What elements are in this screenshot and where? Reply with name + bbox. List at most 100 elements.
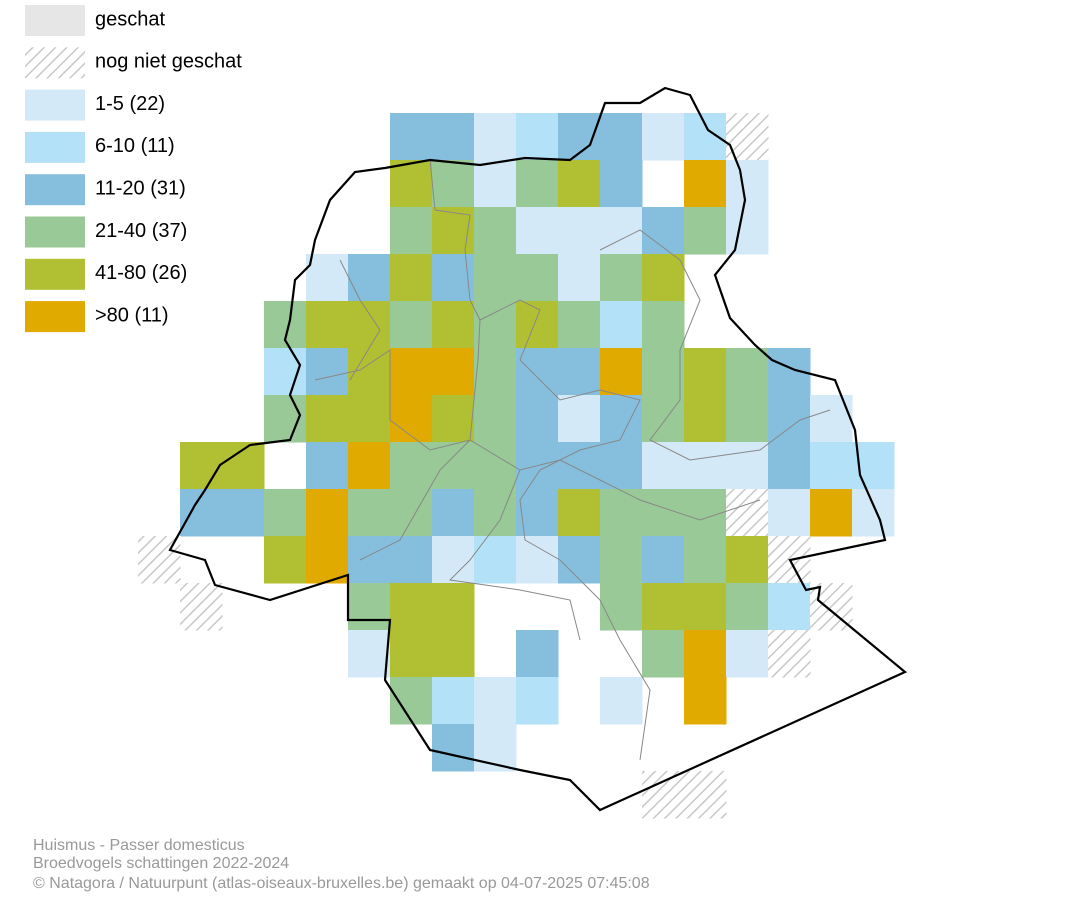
grid-cell — [264, 536, 307, 584]
grid-cell — [432, 348, 475, 396]
grid-cell — [558, 489, 601, 537]
grid-cell — [642, 771, 685, 819]
legend-label: nog niet geschat — [95, 51, 242, 73]
grid-cell — [432, 724, 475, 772]
grid-cell — [474, 489, 517, 537]
grid-cell — [516, 348, 559, 396]
grid-cell — [768, 630, 811, 678]
grid-cell — [474, 348, 517, 396]
grid-cell — [474, 113, 517, 161]
grid-cell — [432, 489, 475, 537]
grid-cell — [600, 301, 643, 349]
grid-cell — [642, 301, 685, 349]
grid-cell — [390, 442, 433, 490]
grid-cell — [558, 536, 601, 584]
grid-cell — [348, 395, 391, 443]
grid-cell — [348, 254, 391, 302]
grid-cell — [474, 395, 517, 443]
grid-cell — [516, 254, 559, 302]
grid-cell — [558, 348, 601, 396]
grid-cell — [348, 630, 391, 678]
grid-cell — [684, 442, 727, 490]
grid-cell — [600, 207, 643, 255]
grid-cells — [138, 113, 895, 819]
legend-label: geschat — [95, 8, 165, 30]
grid-cell — [474, 254, 517, 302]
grid-cell — [768, 583, 811, 631]
grid-cell — [810, 489, 853, 537]
district-line — [339, 259, 381, 381]
grid-cell — [684, 348, 727, 396]
grid-cell — [390, 207, 433, 255]
legend-label: >80 (11) — [95, 304, 169, 326]
grid-cell — [390, 348, 433, 396]
grid-cell — [684, 771, 727, 819]
grid-cell — [600, 348, 643, 396]
grid-cell — [558, 442, 601, 490]
grid-cell — [768, 489, 811, 537]
grid-cell — [810, 395, 853, 443]
grid-cell — [726, 583, 769, 631]
grid-cell — [474, 207, 517, 255]
grid-cell — [390, 536, 433, 584]
legend-label: 41-80 (26) — [95, 262, 187, 284]
grid-cell — [726, 207, 769, 255]
grid-cell — [516, 113, 559, 161]
district-line — [599, 229, 831, 461]
grid-cell — [390, 583, 433, 631]
grid-cell — [390, 489, 433, 537]
grid-cell — [432, 442, 475, 490]
grid-cell — [726, 630, 769, 678]
footer-subtitle: Broedvogels schattingen 2022-2024 — [33, 855, 289, 872]
grid-cell — [600, 489, 643, 537]
grid-cell — [726, 536, 769, 584]
grid-cell — [180, 442, 223, 490]
grid-cell — [390, 301, 433, 349]
grid-cell — [642, 207, 685, 255]
grid-cell — [474, 160, 517, 208]
legend-swatch — [25, 216, 85, 248]
grid-cell — [684, 395, 727, 443]
grid-cell — [516, 207, 559, 255]
grid-cell — [558, 160, 601, 208]
grid-cell — [600, 395, 643, 443]
grid-cell — [684, 489, 727, 537]
grid-cell — [306, 442, 349, 490]
grid-cell — [432, 630, 475, 678]
region-boundary — [168, 86, 908, 812]
grid-cell — [726, 489, 769, 537]
grid-cell — [726, 348, 769, 396]
grid-cell — [474, 301, 517, 349]
grid-cell — [600, 583, 643, 631]
grid-cell — [684, 160, 727, 208]
grid-cell — [390, 677, 433, 725]
grid-cell — [600, 160, 643, 208]
grid-cell — [768, 442, 811, 490]
grid-cell — [516, 160, 559, 208]
grid-cell — [642, 254, 685, 302]
legend-swatch — [25, 131, 85, 163]
legend-swatch — [25, 258, 85, 290]
grid-cell — [390, 113, 433, 161]
grid-cell — [432, 677, 475, 725]
grid-cell — [306, 348, 349, 396]
grid-cell — [432, 395, 475, 443]
grid-cell — [684, 536, 727, 584]
grid-cell — [348, 301, 391, 349]
grid-cell — [306, 254, 349, 302]
grid-cell — [264, 489, 307, 537]
grid-cell — [642, 113, 685, 161]
grid-cell — [180, 583, 223, 631]
grid-cell — [432, 160, 475, 208]
legend-swatch — [25, 89, 85, 121]
grid-cell — [642, 536, 685, 584]
grid-cell — [642, 630, 685, 678]
legend-swatch — [25, 174, 85, 206]
grid-cell — [726, 160, 769, 208]
grid-cell — [558, 254, 601, 302]
grid-cell — [684, 207, 727, 255]
grid-cell — [516, 630, 559, 678]
grid-cell — [348, 442, 391, 490]
